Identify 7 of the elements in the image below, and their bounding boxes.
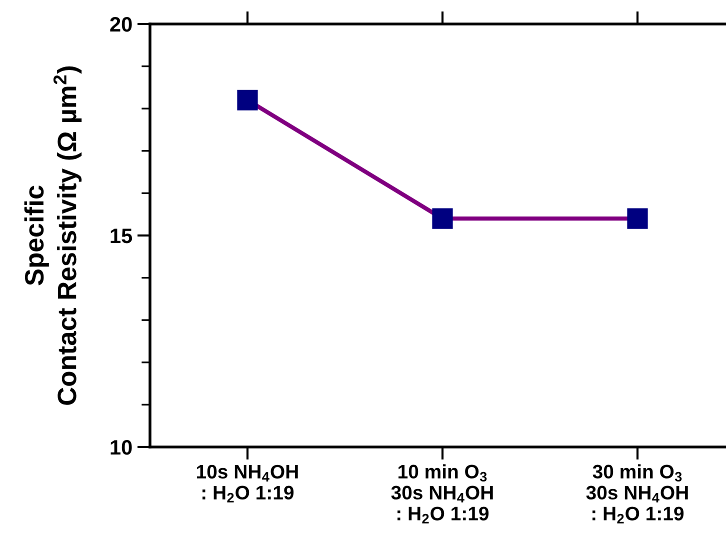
category-label: 10s NH$_{4}$OH : H$_{2}$O 1:19	[196, 464, 298, 502]
y-axis-title: Specific Contact Resistivity (Ω µm$^{2}$)	[24, 66, 82, 405]
y-tick-label: 10	[110, 440, 132, 455]
y-tick-label: 15	[110, 228, 132, 244]
category-label: 10 min O$_{3}$ 30s NH$_{4}$OH : H$_{2}$O 1:19	[391, 464, 493, 524]
category-label: 30 min O$_{3}$ 30s NH$_{4}$OH : H$_{2}$O 1:19	[586, 464, 688, 524]
y-tick-label: 20	[110, 16, 132, 32]
